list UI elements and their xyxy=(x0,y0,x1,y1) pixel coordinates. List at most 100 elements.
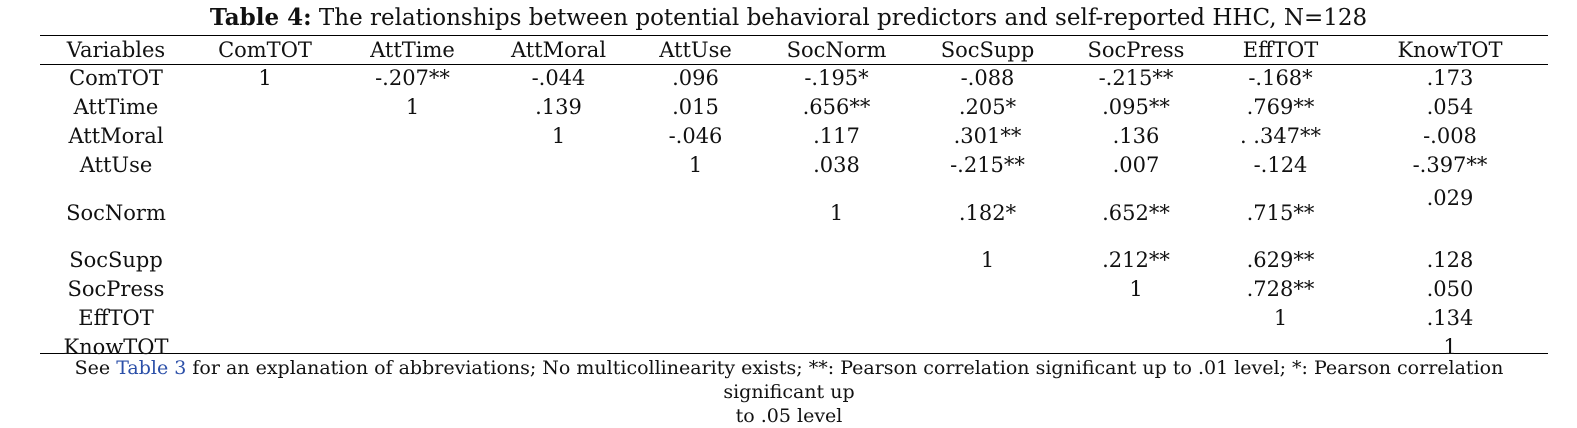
table-cell xyxy=(487,151,630,180)
table-cell xyxy=(912,275,1063,304)
table-cell xyxy=(338,122,487,151)
header-cell: AttTime xyxy=(370,38,455,62)
table-cell: .007 xyxy=(1112,153,1160,177)
table-cell xyxy=(487,180,630,246)
table-footnote: See Table 3 for an explanation of abbrev… xyxy=(30,356,1548,428)
row-label: AttMoral xyxy=(68,124,164,148)
table-cell: .050 xyxy=(1426,277,1474,301)
table-cell: .015 xyxy=(672,95,719,119)
table-cell: -.397** xyxy=(1412,153,1488,177)
table-row: KnowTOT 1 xyxy=(40,333,1548,362)
table-cell xyxy=(338,180,487,246)
table-cell: -.207** xyxy=(375,66,450,90)
table-caption: Table 4: The relationships between poten… xyxy=(0,3,1577,33)
table-cell xyxy=(761,275,912,304)
caption-text: The relationships between potential beha… xyxy=(311,5,1368,31)
table-cell: .038 xyxy=(813,153,860,177)
table-cell xyxy=(630,180,761,246)
table-cell: .769** xyxy=(1246,95,1315,119)
table-row: AttMoral 1 -.046 .117 .301** .136 . .347… xyxy=(40,122,1548,151)
table-cell: .205* xyxy=(958,95,1017,119)
table-cell xyxy=(338,151,487,180)
table-cell xyxy=(338,246,487,275)
table-bottom-rule xyxy=(40,353,1548,354)
footnote-prefix: See xyxy=(74,357,117,379)
table-cell: .128 xyxy=(1426,248,1474,272)
table-cell: .029 xyxy=(1426,186,1474,210)
table-cell xyxy=(487,275,630,304)
table-row: ComTOT 1 -.207** -.044 .096 -.195* -.088… xyxy=(40,64,1548,93)
table-cell: .728** xyxy=(1246,277,1315,301)
footnote-line-1: See Table 3 for an explanation of abbrev… xyxy=(30,356,1548,404)
table-cell: 1 xyxy=(829,201,844,225)
table-cell: .301** xyxy=(953,124,1022,148)
caption-label: Table 4: xyxy=(209,4,312,31)
row-label: SocNorm xyxy=(66,201,166,225)
table-cell xyxy=(1063,304,1209,333)
table-cell xyxy=(761,304,912,333)
table-cell: 1 xyxy=(1273,306,1288,330)
header-cell: SocNorm xyxy=(786,38,887,62)
table-row: EffTOT 1 .134 xyxy=(40,304,1548,333)
table-cell xyxy=(192,180,338,246)
table-cell: .173 xyxy=(1426,66,1474,90)
table-row: SocPress 1 .728** .050 xyxy=(40,275,1548,304)
header-cell: SocPress xyxy=(1087,38,1185,62)
row-label: AttUse xyxy=(79,153,153,177)
table-cell: .652** xyxy=(1102,201,1170,225)
header-cell: Variables xyxy=(66,38,166,62)
table-cell: -.124 xyxy=(1253,153,1308,177)
table-row: SocNorm 1 .182* .652** .715** .029 xyxy=(40,180,1548,246)
row-label: KnowTOT xyxy=(63,335,169,359)
table-cell xyxy=(192,246,338,275)
header-cell: EffTOT xyxy=(1242,38,1319,62)
table-cell xyxy=(192,93,338,122)
table-cell: .182* xyxy=(958,201,1017,225)
table-cell: .212** xyxy=(1102,248,1170,272)
table-cell: -.044 xyxy=(531,66,586,90)
table-cell: 1 xyxy=(405,95,420,119)
header-cell: SocSupp xyxy=(940,38,1035,62)
table-top-rule xyxy=(40,35,1548,36)
table-cell xyxy=(487,304,630,333)
table-cell: -.215** xyxy=(1098,66,1174,90)
table-cell: -.168* xyxy=(1248,66,1313,90)
table-row: AttUse 1 .038 -.215** .007 -.124 -.397** xyxy=(40,151,1548,180)
table-row: SocSupp 1 .212** .629** .128 xyxy=(40,246,1548,275)
table-cell xyxy=(630,275,761,304)
row-label: ComTOT xyxy=(69,66,163,90)
header-row: Variables ComTOT AttTime AttMoral AttUse… xyxy=(40,36,1548,64)
header-cell: ComTOT xyxy=(218,38,312,62)
table-cell: 1 xyxy=(688,153,703,177)
row-label: SocSupp xyxy=(69,248,163,272)
table-row: AttTime 1 .139 .015 .656** .205* .095** … xyxy=(40,93,1548,122)
table-cell xyxy=(192,275,338,304)
table-cell: .054 xyxy=(1426,95,1474,119)
table-3-link[interactable]: Table 3 xyxy=(116,357,187,379)
table-cell: 1 xyxy=(1443,335,1457,359)
header-cell: AttMoral xyxy=(510,38,607,62)
row-label: AttTime xyxy=(73,95,159,119)
table-cell: .117 xyxy=(813,124,860,148)
table-cell: .629** xyxy=(1246,248,1315,272)
table-cell: . .347** xyxy=(1239,124,1322,148)
table-cell xyxy=(338,304,487,333)
table-cell: .096 xyxy=(672,66,719,90)
table-cell: .139 xyxy=(535,95,582,119)
header-cell: KnowTOT xyxy=(1397,38,1503,62)
table-cell: 1 xyxy=(980,248,995,272)
row-label: SocPress xyxy=(67,277,165,301)
table-cell: -.008 xyxy=(1423,124,1477,148)
table-cell xyxy=(630,304,761,333)
table-cell: 1 xyxy=(258,66,272,90)
table-cell xyxy=(338,275,487,304)
table-cell xyxy=(630,246,761,275)
table-cell: .715** xyxy=(1246,201,1315,225)
row-label: EffTOT xyxy=(78,306,154,330)
table-cell: -.195* xyxy=(804,66,869,90)
footnote-line-2: to .05 level xyxy=(735,405,843,427)
table-cell xyxy=(192,122,338,151)
table-cell: -.046 xyxy=(668,124,723,148)
table-cell: .656** xyxy=(802,95,871,119)
table-cell xyxy=(487,246,630,275)
